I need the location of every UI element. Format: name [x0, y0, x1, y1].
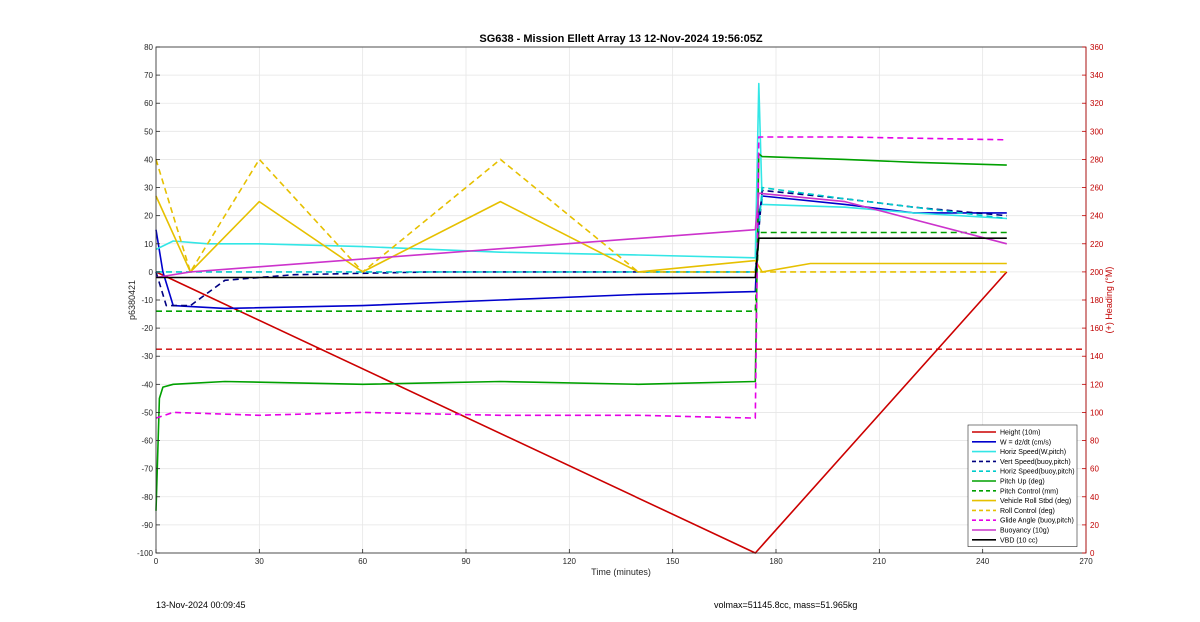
- legend-label-11: VBD (10 cc): [1000, 537, 1038, 544]
- x-tick-label-8: 240: [976, 557, 990, 566]
- legend-label-9: Glide Angle (buoy,pitch): [1000, 518, 1074, 525]
- footer-volume-mass: volmax=51145.8cc, mass=51.965kg: [714, 600, 858, 610]
- right-tick-label-7: 140: [1090, 352, 1104, 361]
- y-tick-label-11: 10: [144, 240, 153, 249]
- right-tick-label-6: 120: [1090, 380, 1104, 389]
- right-tick-label-0: 0: [1090, 549, 1095, 558]
- series-line-4: [156, 186, 1007, 273]
- legend-box: [967, 424, 1078, 547]
- legend-label-2: Horiz Speed(W,pitch): [1000, 449, 1066, 456]
- right-tick-label-2: 40: [1090, 493, 1099, 502]
- right-tick-label-15: 300: [1090, 127, 1104, 136]
- y-tick-label-16: 60: [144, 99, 153, 108]
- right-tick-label-1: 20: [1090, 521, 1099, 530]
- y-tick-label-10: 0: [149, 268, 154, 277]
- x-tick-label-0: 0: [154, 557, 159, 566]
- right-tick-label-14: 280: [1090, 155, 1104, 164]
- x-tick-label-5: 150: [666, 557, 680, 566]
- y-tick-label-12: 20: [144, 212, 153, 221]
- series-line-8: [155, 158, 1007, 273]
- y-tick-label-6: -40: [141, 380, 153, 389]
- right-tick-label-5: 100: [1090, 408, 1104, 417]
- y-tick-label-2: -80: [141, 493, 153, 502]
- legend-label-7: Vehicle Roll Stbd (deg): [1000, 498, 1071, 505]
- right-tick-label-11: 220: [1090, 240, 1104, 249]
- legend-label-3: Vert Speed(buoy,pitch): [1000, 459, 1071, 466]
- y-tick-label-0: -100: [137, 549, 154, 558]
- y-tick-label-9: -10: [141, 296, 153, 305]
- y-tick-label-8: -20: [141, 324, 153, 333]
- right-tick-label-10: 200: [1090, 268, 1104, 277]
- y-tick-label-17: 70: [144, 71, 153, 80]
- series-line-5: [155, 153, 1007, 511]
- y-tick-label-3: -70: [141, 465, 153, 474]
- y-tick-label-5: -50: [141, 408, 153, 417]
- legend: Height (10m) W = dz/dt (cm/s) Horiz Speed(…: [967, 424, 1078, 547]
- y-tick-label-1: -90: [141, 521, 153, 530]
- right-tick-label-4: 80: [1090, 437, 1099, 446]
- series-line-6: [156, 231, 1007, 313]
- x-tick-label-9: 270: [1079, 557, 1093, 566]
- chart-title: SG638 - Mission Ellett Array 13 12-Nov-2…: [479, 33, 763, 45]
- x-tick-label-2: 60: [358, 557, 367, 566]
- y-tick-label-14: 40: [144, 155, 153, 164]
- y-tick-label-4: -60: [141, 437, 153, 446]
- legend-label-6: Pitch Control (mm): [1000, 488, 1058, 495]
- series-line-11: [156, 237, 1007, 279]
- x-tick-label-6: 180: [769, 557, 783, 566]
- x-tick-label-3: 90: [462, 557, 471, 566]
- x-tick-label-1: 30: [255, 557, 264, 566]
- right-tick-label-18: 360: [1090, 43, 1104, 52]
- series-line-3: [155, 189, 1007, 307]
- legend-label-8: Roll Control (deg): [1000, 508, 1055, 515]
- right-tick-label-13: 260: [1090, 184, 1104, 193]
- series-line-10: [155, 192, 1008, 279]
- right-axis-ticks: 0 20 40 60 80 100 120 140 160 180 200 220 240 260 280 3…: [1082, 43, 1104, 558]
- legend-label-0: Height (10m): [1000, 430, 1040, 437]
- right-tick-label-16: 320: [1090, 99, 1104, 108]
- series-line-7: [155, 195, 1007, 273]
- right-tick-label-3: 60: [1090, 465, 1099, 474]
- series-line-9: [155, 136, 1007, 419]
- y-tick-label-7: -30: [141, 352, 153, 361]
- right-tick-label-17: 340: [1090, 71, 1104, 80]
- footer-timestamp: 13-Nov-2024 00:09:45: [156, 600, 246, 610]
- legend-label-10: Buoyancy (10g): [1000, 528, 1049, 535]
- right-tick-label-12: 240: [1090, 212, 1104, 221]
- x-tick-label-7: 210: [873, 557, 887, 566]
- y-axis-title: p6380421: [127, 280, 137, 320]
- y-tick-label-13: 30: [144, 184, 153, 193]
- right-axis-title: (+) Heading (°M): [1104, 267, 1114, 334]
- legend-label-5: Pitch Up (deg): [1000, 479, 1045, 486]
- y-axis-ticks: -100-90-80-70-60-50-40-30-20-10010203040…: [137, 43, 160, 558]
- x-axis-title: Time (minutes): [591, 567, 651, 577]
- y-tick-label-15: 50: [144, 127, 153, 136]
- x-tick-label-4: 120: [563, 557, 577, 566]
- legend-label-4: Horiz Speed(buoy,pitch): [1000, 469, 1075, 476]
- x-axis-ticks: 0 30 60 90 120 150 180 210 240 270: [154, 549, 1093, 566]
- right-tick-label-9: 180: [1090, 296, 1104, 305]
- legend-label-1: W = dz/dt (cm/s): [1000, 439, 1051, 446]
- right-tick-label-8: 160: [1090, 324, 1104, 333]
- y-tick-label-18: 80: [144, 43, 153, 52]
